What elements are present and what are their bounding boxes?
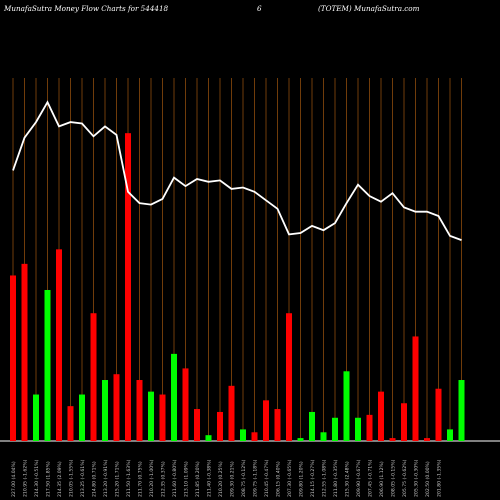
x-tick-label: 213.25 (-0.61%) (80, 459, 86, 497)
money-flow-bar (389, 438, 396, 441)
money-flow-bar (44, 289, 51, 441)
money-flow-bar (33, 394, 39, 441)
money-flow-bar (90, 313, 97, 441)
x-tick-label: 202.50 (0.00%) (425, 461, 431, 497)
x-tick-label: 201.80 (-1.35%) (437, 459, 443, 497)
money-flow-bar (21, 263, 28, 441)
money-flow-bar (10, 275, 16, 441)
x-tick-label: 214.80 (0.71%) (92, 461, 98, 497)
x-tick-label: 215.20 (1.71%) (115, 461, 121, 497)
money-flow-bar (320, 432, 327, 441)
money-flow-bar (424, 438, 430, 441)
money-flow-bar (355, 417, 361, 441)
money-flow-bar (447, 429, 453, 441)
x-tick-label: 211.85 (0.20%) (195, 461, 201, 497)
price-line (12, 100, 462, 241)
x-tick-label: 205.75 (-0.62%) (402, 459, 408, 497)
money-flow-bar (263, 400, 269, 441)
x-tick-label: 205.30 (-0.30%) (414, 459, 420, 497)
money-flow-bar (217, 411, 223, 441)
x-tick-label: 210.45 (-0.47%) (264, 459, 270, 497)
money-flow-bar (136, 380, 143, 441)
x-tick-label: 217.50 (1.85%) (46, 461, 52, 497)
x-tick-label: 209.75 (-1.18%) (253, 459, 259, 497)
money-flow-bar (240, 429, 246, 441)
x-tick-label: 210.20 (-1.00%) (149, 459, 155, 497)
money-flow-bar (194, 409, 200, 441)
site-name: (TOTEM) MunafaSutra.com (318, 4, 420, 13)
x-tick-label: 209.80 (1.20%) (299, 461, 305, 497)
money-flow-bar (56, 249, 62, 441)
money-flow-bar (286, 313, 292, 441)
x-tick-labels: 227.00 (4.04%) 210.95 (-1.62%) 214.30 (-0.… (11, 459, 443, 497)
x-tick-label: 206.90 (1.12%) (379, 461, 385, 497)
x-tick-label: 206.15 (0.40%) (276, 461, 282, 497)
x-tick-label: 215.30 (2.48%) (345, 461, 351, 497)
x-tick-label: 208.05 (-0.15%) (391, 459, 397, 497)
money-flow-bar (148, 391, 154, 441)
x-tick-label: 211.80 (-0.35%) (333, 459, 339, 497)
x-tick-label: 214.15 (-0.27%) (310, 459, 316, 497)
chart-title: MunafaSutra Money Flow Charts for 544418 (4, 4, 169, 13)
money-flow-bar (171, 353, 177, 441)
money-flow-bar (274, 409, 281, 441)
x-tick-label: 214.35 (2.09%) (57, 461, 63, 497)
grid-lines (0, 78, 500, 442)
money-flow-bar (401, 403, 407, 441)
x-tick-label: 208.75 (-0.12%) (241, 459, 247, 497)
x-tick-label: 209.90 (-0.67%) (356, 459, 362, 497)
money-flow-bar (458, 380, 465, 441)
x-tick-label: 212.35 (0.37%) (161, 461, 167, 497)
x-tick-label: 210.05 (-1.55%) (69, 459, 75, 497)
x-tick-label: 207.30 (-0.65%) (287, 459, 293, 497)
price-line-series (12, 100, 462, 241)
money-flow-bar (366, 414, 373, 441)
x-tick-label: 213.20 (-0.91%) (103, 459, 109, 497)
money-flow-bar (205, 435, 212, 441)
money-flow-bar (412, 336, 419, 441)
x-tick-label: 214.30 (-0.51%) (34, 459, 40, 497)
x-tick-label: 211.50 (-1.63%) (126, 459, 132, 497)
money-flow-bar (182, 368, 189, 441)
money-flow-bar (125, 133, 131, 441)
money-flow-bar (67, 406, 74, 441)
money-flow-bar (309, 411, 315, 441)
money-flow-bar (251, 432, 258, 441)
money-flow-bar (159, 394, 166, 441)
chart-subtitle: 6 (257, 4, 262, 13)
x-tick-label: 211.60 (-0.80%) (172, 459, 178, 497)
x-tick-label: 210.95 (-1.62%) (23, 459, 29, 497)
x-tick-label: 213.10 (1.09%) (184, 461, 190, 497)
x-tick-label: 227.00 (4.04%) (11, 461, 17, 497)
money-flow-bar (378, 391, 384, 441)
money-flow-bar (113, 374, 120, 441)
money-flow-bar (102, 380, 108, 441)
bar-series (10, 133, 465, 441)
money-flow-bar (79, 394, 85, 441)
x-tick-label: 211.70 (0.75%) (138, 461, 144, 497)
money-flow-bar (435, 388, 442, 441)
money-flow-bar (297, 438, 304, 441)
money-flow-bar (228, 385, 235, 441)
x-tick-label: 209.30 (0.21%) (230, 461, 236, 497)
x-tick-label: 211.40 (-0.38%) (207, 459, 213, 497)
money-flow-bar (343, 371, 350, 441)
x-tick-label: 207.45 (-0.71%) (368, 459, 374, 497)
money-flow-bar (332, 417, 338, 441)
x-tick-label: 210.20 (0.25%) (218, 461, 224, 497)
x-tick-label: 212.55 (-1.08%) (322, 459, 328, 497)
